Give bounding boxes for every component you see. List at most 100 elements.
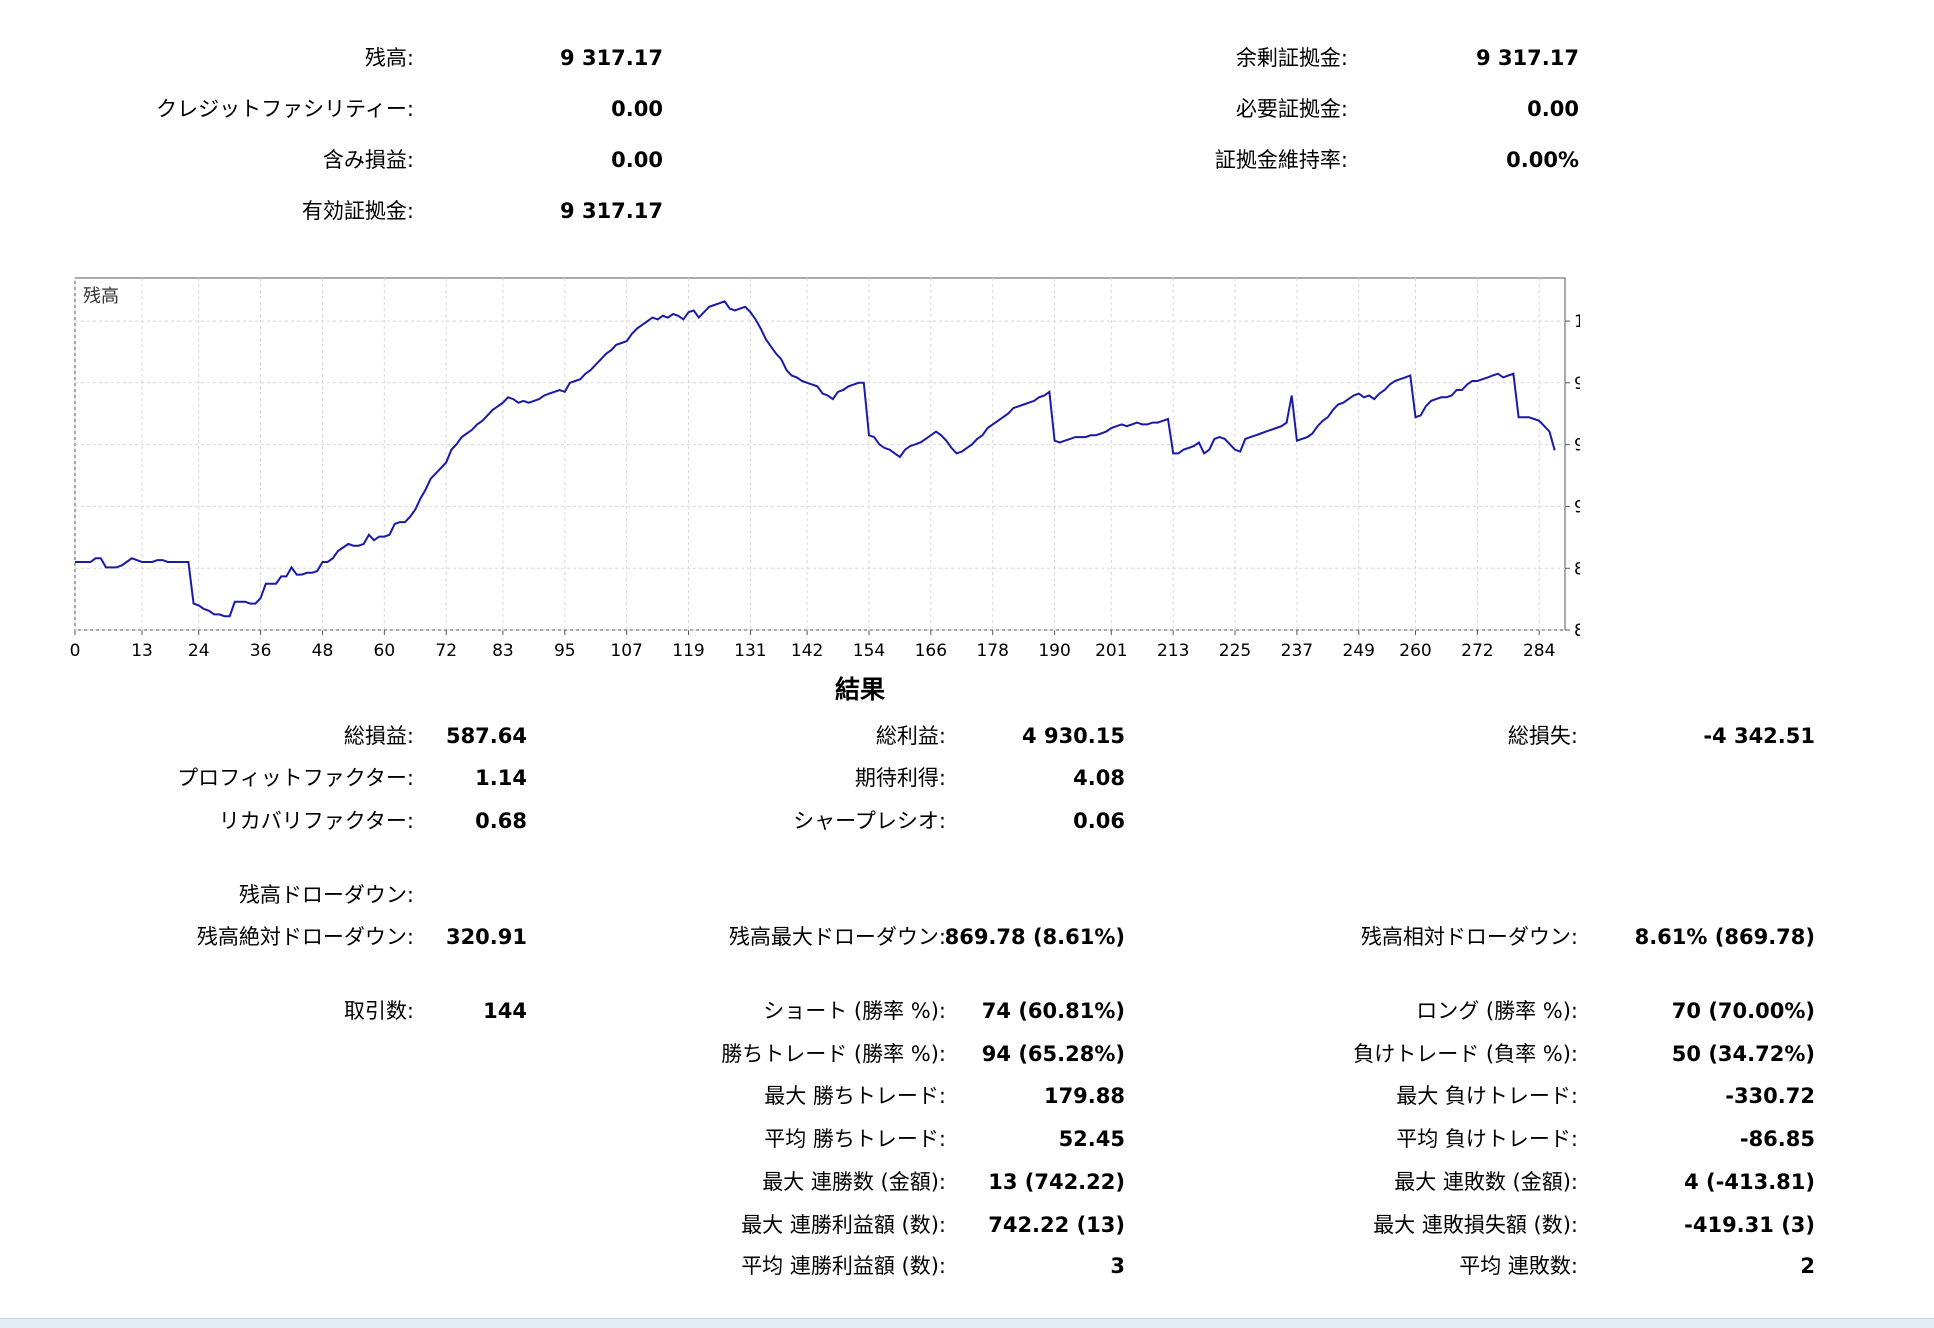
plot-frame [74, 277, 1566, 631]
account-margin-level-label: 証拠金維持率: [1214, 148, 1348, 172]
loss-trades-value: 50 (34.72%) [1671, 1042, 1815, 1066]
avg-consec-wins-value: 3 [1110, 1254, 1125, 1278]
balance-drawdown-value [327, 880, 527, 910]
long-trades-value: 70 (70.00%) [1671, 999, 1815, 1023]
y-tick-label: 10031 [1574, 312, 1580, 332]
x-tick-label: 13 [131, 641, 153, 661]
x-tick-label: 119 [672, 641, 704, 661]
profit-trades-value: 94 (65.28%) [981, 1042, 1125, 1066]
x-tick-label: 131 [734, 641, 766, 661]
x-tick-label: 60 [374, 641, 396, 661]
y-tick-label: 9348 [1574, 436, 1580, 456]
average-profit-label: 平均 勝ちトレード: [764, 1127, 946, 1151]
account-credit-value: 0.00 [611, 97, 663, 121]
account-floating-row: 含み損益: 0.00 証拠金維持率: 0.00% [0, 145, 1934, 175]
account-balance-value: 9 317.17 [560, 46, 663, 70]
x-tick-label: 48 [312, 641, 334, 661]
total-trades-label: 取引数: [343, 999, 414, 1023]
x-tick-label: 237 [1281, 641, 1313, 661]
short-trades-value: 74 (60.81%) [981, 999, 1125, 1023]
x-tick-label: 0 [70, 641, 81, 661]
max-consec-loss-label: 最大 連敗損失額 (数): [1373, 1213, 1578, 1237]
x-tick-label: 36 [250, 641, 272, 661]
long-trades-label: ロング (勝率 %): [1416, 999, 1578, 1023]
short-trades-label: ショート (勝率 %): [763, 999, 946, 1023]
recovery-factor-value: 0.68 [475, 809, 527, 833]
total-net-profit-value: 587.64 [445, 724, 527, 748]
y-tick-label: 9690 [1574, 374, 1580, 394]
x-tick-label: 154 [853, 641, 885, 661]
gross-profit-label: 総利益: [875, 724, 946, 748]
balance-dd-maximal-value: 869.78 (8.61%) [944, 925, 1125, 949]
account-balance-row: 残高: 9 317.17 余剰証拠金: 9 317.17 [0, 43, 1934, 73]
balance-series-line [75, 300, 1556, 618]
max-consec-wins-value: 13 (742.22) [988, 1170, 1125, 1194]
y-tick-label: 8324 [1574, 621, 1580, 641]
account-floating-label: 含み損益: [322, 148, 414, 172]
x-tick-label: 260 [1399, 641, 1431, 661]
x-tick-label: 213 [1157, 641, 1189, 661]
max-consec-profit-value: 742.22 (13) [988, 1213, 1125, 1237]
balance-dd-relative-value: 8.61% (869.78) [1634, 925, 1815, 949]
x-tick-label: 142 [791, 641, 823, 661]
max-consec-loss-value: -419.31 (3) [1684, 1213, 1815, 1237]
profit-trades-label: 勝ちトレード (勝率 %): [721, 1042, 946, 1066]
x-tick-label: 272 [1461, 641, 1493, 661]
account-margin-level-value: 0.00% [1506, 148, 1579, 172]
account-free-margin-label: 余剰証拠金: [1235, 46, 1348, 70]
x-tick-label: 166 [915, 641, 947, 661]
avg-consec-losses-value: 2 [1800, 1254, 1815, 1278]
total-net-profit-label: 総損益: [343, 724, 414, 748]
largest-loss-label: 最大 負けトレード: [1396, 1084, 1578, 1108]
account-margin-value: 0.00 [1527, 97, 1579, 121]
x-tick-label: 83 [492, 641, 514, 661]
account-free-margin-value: 9 317.17 [1476, 46, 1579, 70]
largest-profit-value: 179.88 [1043, 1084, 1125, 1108]
avg-consec-wins-label: 平均 連勝利益額 (数): [741, 1254, 946, 1278]
max-consec-losses-value: 4 (-413.81) [1684, 1170, 1815, 1194]
account-floating-value: 0.00 [611, 148, 663, 172]
average-loss-label: 平均 負けトレード: [1396, 1127, 1578, 1151]
x-tick-label: 178 [976, 641, 1008, 661]
x-tick-label: 24 [188, 641, 210, 661]
balance-chart: 0 13 24 36 48 60 72 83 95 107 119 131 142 154 166 178 19… [0, 270, 1580, 670]
x-tick-label: 284 [1523, 641, 1555, 661]
bottom-scroll-edge [0, 1318, 1934, 1328]
x-tick-label: 107 [610, 641, 642, 661]
results-title: 結果 [834, 675, 885, 704]
gross-loss-label: 総損失: [1507, 724, 1578, 748]
expected-payoff-value: 4.08 [1073, 766, 1125, 790]
x-tick-label: 190 [1038, 641, 1070, 661]
y-tick-label: 8665 [1574, 559, 1580, 579]
balance-dd-absolute-label: 残高絶対ドローダウン: [196, 925, 414, 949]
recovery-factor-label: リカバリファクター: [218, 809, 414, 833]
gross-loss-value: -4 342.51 [1703, 724, 1815, 748]
max-consec-losses-label: 最大 連敗数 (金額): [1394, 1170, 1578, 1194]
x-tick-label: 249 [1343, 641, 1375, 661]
account-equity-row: 有効証拠金: 9 317.17 [0, 196, 1934, 226]
expected-payoff-label: 期待利得: [854, 766, 946, 790]
average-loss-value: -86.85 [1739, 1127, 1815, 1151]
largest-loss-value: -330.72 [1725, 1084, 1815, 1108]
balance-drawdown-label: 残高ドローダウン: [238, 883, 414, 907]
account-credit-row: クレジットファシリティー: 0.00 必要証拠金: 0.00 [0, 94, 1934, 124]
loss-trades-label: 負けトレード (負率 %): [1353, 1042, 1578, 1066]
average-profit-value: 52.45 [1058, 1127, 1125, 1151]
account-equity-value: 9 317.17 [560, 199, 663, 223]
x-tick-label: 201 [1095, 641, 1127, 661]
balance-dd-maximal-label: 残高最大ドローダウン: [728, 925, 946, 949]
account-credit-label: クレジットファシリティー: [156, 97, 414, 121]
chart-title: 残高 [83, 286, 119, 307]
total-trades-value: 144 [483, 999, 527, 1023]
account-balance-label: 残高: [364, 46, 414, 70]
profit-factor-label: プロフィットファクター: [177, 766, 414, 790]
balance-dd-relative-label: 残高相対ドローダウン: [1360, 925, 1578, 949]
balance-dd-absolute-value: 320.91 [445, 925, 527, 949]
y-tick-label: 9007 [1574, 497, 1580, 517]
account-margin-label: 必要証拠金: [1235, 97, 1348, 121]
x-tick-label: 72 [435, 641, 457, 661]
x-tick-label: 95 [554, 641, 576, 661]
balance-chart-svg: 0 13 24 36 48 60 72 83 95 107 119 131 142 154 166 178 19… [70, 277, 1580, 661]
avg-consec-losses-label: 平均 連敗数: [1459, 1254, 1578, 1278]
x-tick-label: 225 [1219, 641, 1251, 661]
